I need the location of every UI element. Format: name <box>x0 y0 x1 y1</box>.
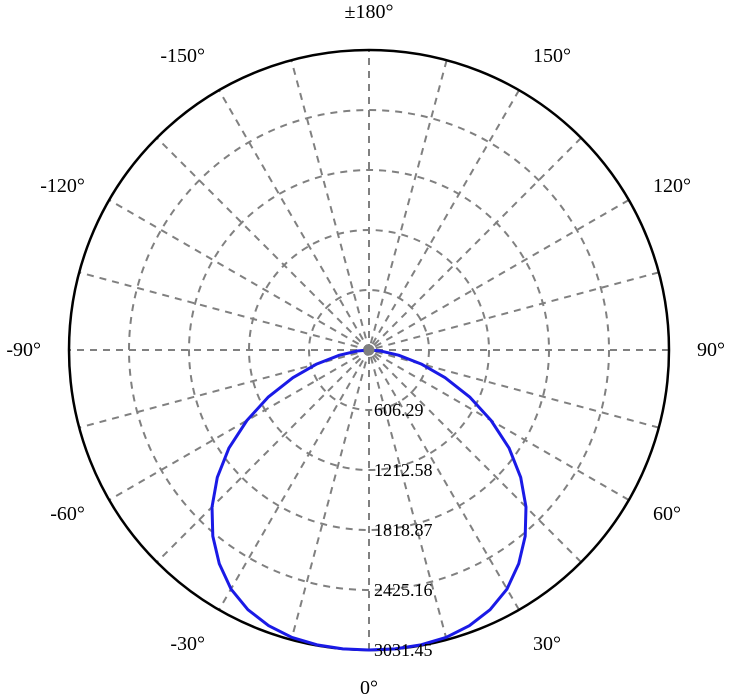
angle-label: ±180° <box>345 1 394 23</box>
radial-tick-label: 606.29 <box>374 400 424 420</box>
angle-label: -120° <box>40 175 85 197</box>
radial-tick-label: 2425.16 <box>374 580 433 600</box>
angle-label: 60° <box>653 503 681 525</box>
polar-chart: 606.29 1212.58 1818.87 2425.16 3031.45 0° 30° 6… <box>0 0 741 698</box>
angle-label: -90° <box>6 339 41 361</box>
angle-label: -60° <box>50 503 85 525</box>
angle-label: 150° <box>533 45 571 67</box>
radial-tick-label: 1818.87 <box>374 520 433 540</box>
angle-label: 30° <box>533 633 561 655</box>
angle-label: 0° <box>360 677 378 698</box>
angle-label: 90° <box>697 339 725 361</box>
radial-tick-label: 3031.45 <box>374 640 433 660</box>
radial-tick-label: 1212.58 <box>374 460 433 480</box>
angle-label: 120° <box>653 175 691 197</box>
center-dot <box>364 345 375 356</box>
angle-label: -150° <box>160 45 205 67</box>
angle-label: -30° <box>170 633 205 655</box>
